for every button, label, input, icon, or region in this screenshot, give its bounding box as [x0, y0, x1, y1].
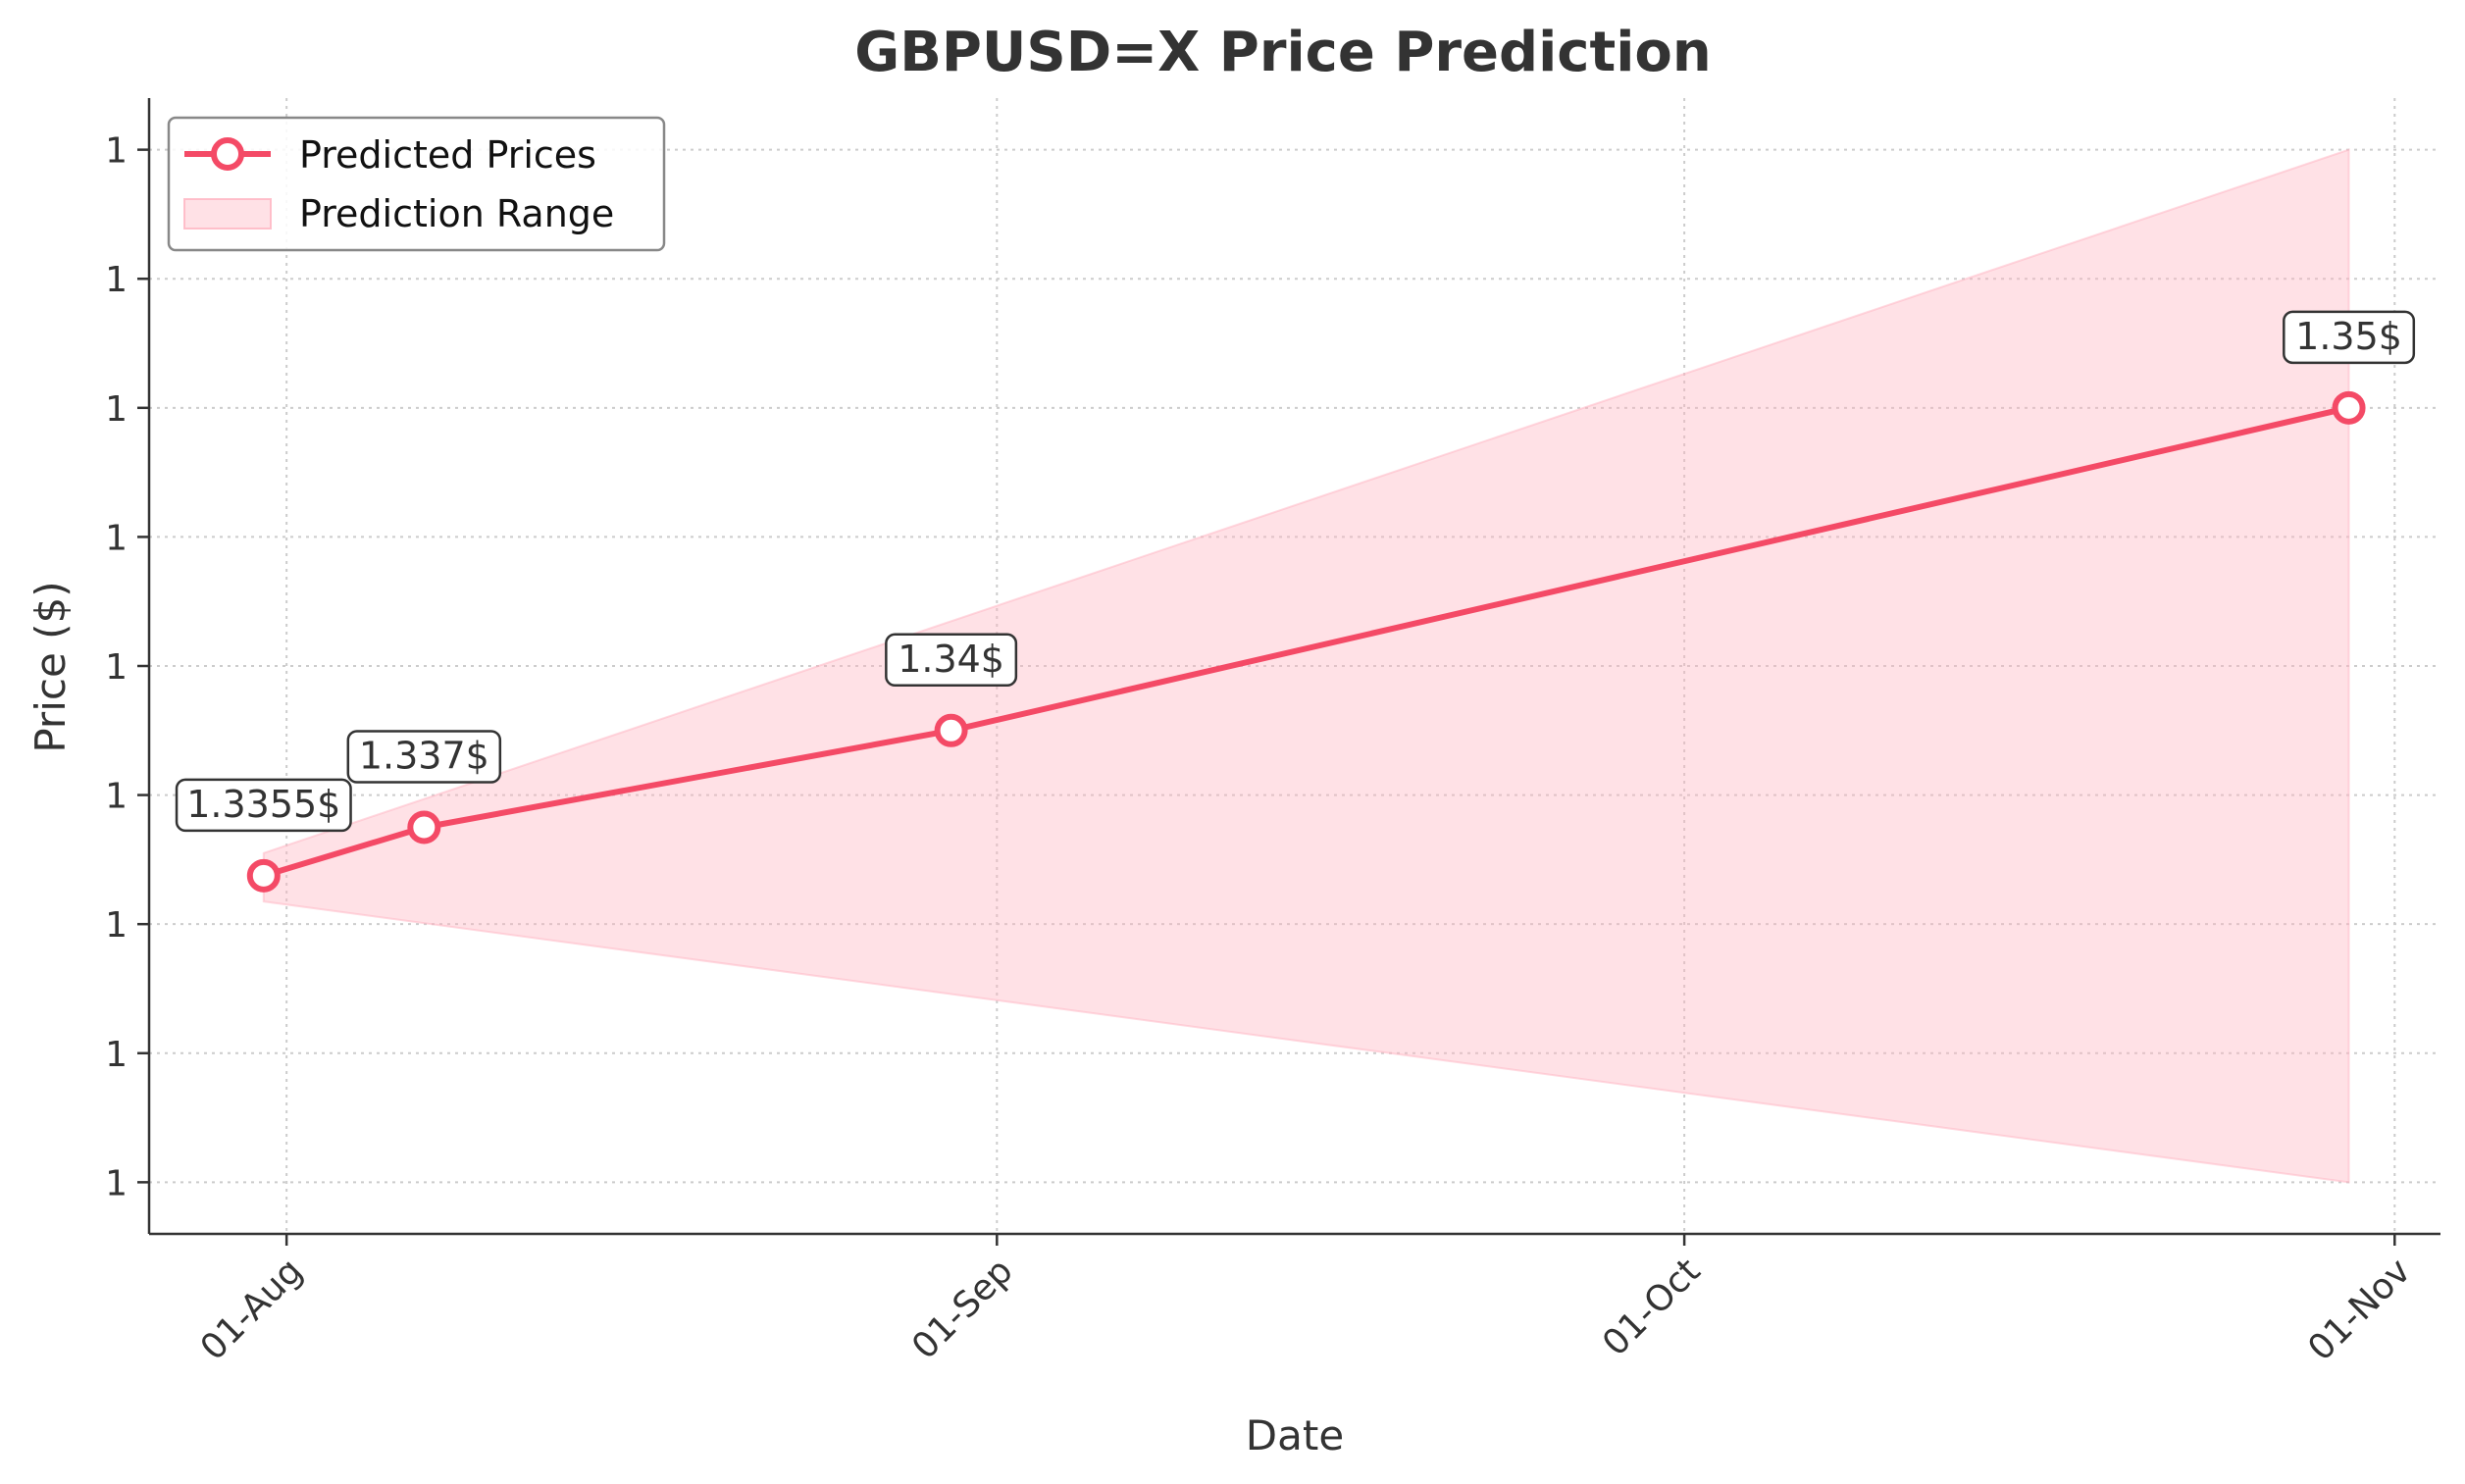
- y-tick-label: 1: [105, 647, 128, 688]
- data-label: 1.3355$: [186, 783, 340, 826]
- y-tick-label: 1: [105, 518, 128, 558]
- data-label: 1.337$: [359, 734, 489, 777]
- predicted-price-point: [934, 713, 968, 747]
- y-tick-label: 1: [105, 389, 128, 430]
- predicted-price-line: [262, 404, 2350, 879]
- y-tick-label: 1: [105, 131, 128, 172]
- predicted-price-point: [246, 858, 281, 893]
- legend-range-swatch: [183, 198, 272, 230]
- x-axis-label: Date: [1246, 1411, 1344, 1459]
- legend-point-marker: [211, 137, 244, 171]
- data-label-box: [2283, 310, 2416, 365]
- y-tick-label: 1: [105, 1163, 128, 1203]
- y-tick-label: 1: [105, 1035, 128, 1075]
- predicted-price-point: [2332, 390, 2366, 425]
- data-label-box: [885, 633, 1018, 688]
- data-label: 1.34$: [898, 638, 1004, 681]
- legend-frame: [167, 116, 666, 252]
- grid: [149, 98, 2440, 1234]
- legend: Predicted Prices Prediction Range: [167, 116, 666, 252]
- y-tick-label: 1: [105, 905, 128, 946]
- y-tick-label: 1: [105, 260, 128, 300]
- data-label-box: [346, 730, 502, 784]
- predicted-price-point: [407, 810, 441, 844]
- legend-label-predicted: Predicted Prices: [299, 133, 596, 177]
- data-label: 1.35$: [2295, 315, 2402, 358]
- legend-label-range: Prediction Range: [299, 192, 614, 235]
- data-label-box: [175, 778, 352, 833]
- series-layer: [246, 390, 2366, 893]
- y-axis-label: Price ($): [26, 581, 75, 752]
- y-tick-label: 1: [105, 777, 128, 817]
- chart-title: GBPUSD=X Price Prediction: [854, 21, 1712, 84]
- data-labels: 1.3355$ 1.337$ 1.34$ 1.35$: [175, 310, 2416, 833]
